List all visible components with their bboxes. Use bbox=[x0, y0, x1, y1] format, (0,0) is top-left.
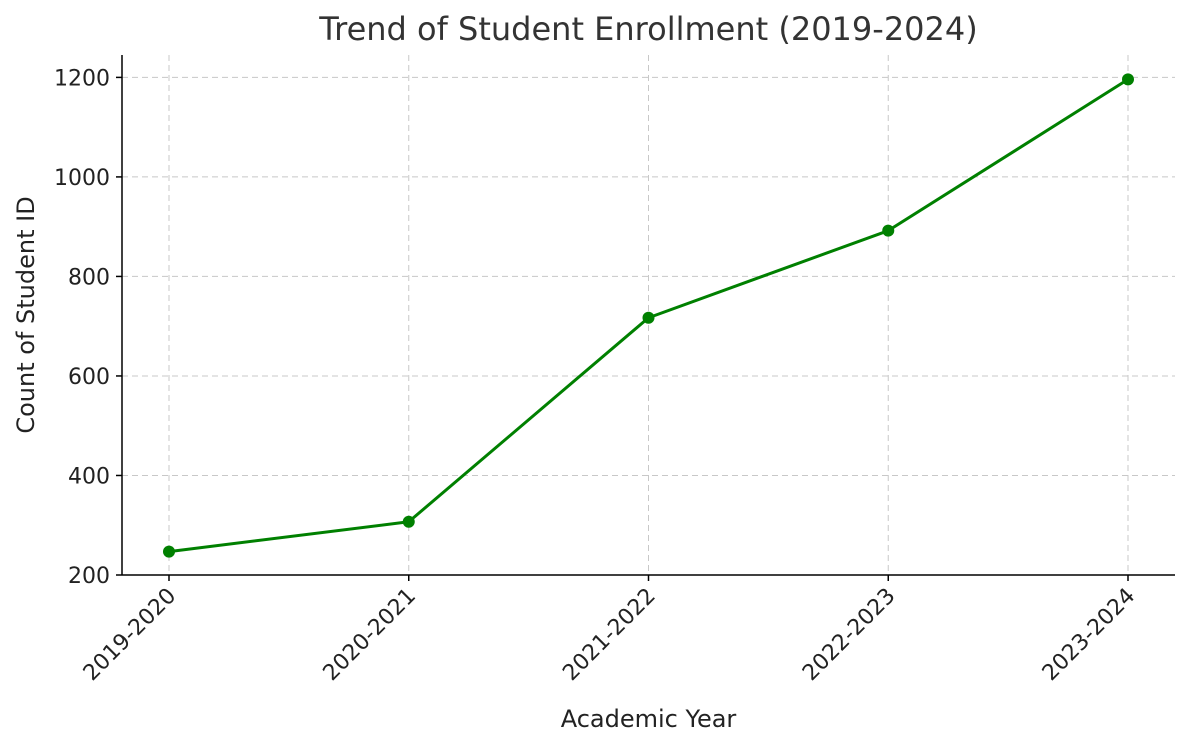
y-tick-label: 600 bbox=[68, 365, 110, 390]
y-axis-label: Count of Student ID bbox=[12, 196, 40, 433]
x-tick-label: 2022-2023 bbox=[798, 584, 900, 686]
data-point bbox=[642, 311, 655, 324]
data-point bbox=[1122, 73, 1134, 86]
series-group bbox=[163, 73, 1134, 558]
x-tick-label: 2021-2022 bbox=[558, 584, 660, 686]
y-tick-label: 1200 bbox=[54, 66, 110, 91]
x-tick-label: 2019-2020 bbox=[79, 584, 181, 686]
data-point bbox=[402, 515, 415, 528]
x-axis-ticks: 2019-2020 2020-2021 2021-2022 2022-2023 2023… bbox=[79, 575, 1140, 686]
y-tick-label: 800 bbox=[68, 265, 110, 290]
x-axis-label: Academic Year bbox=[561, 705, 737, 733]
y-tick-label: 400 bbox=[68, 464, 110, 489]
x-tick-label: 2020-2021 bbox=[319, 584, 421, 686]
data-point bbox=[163, 545, 175, 558]
x-tick-label: 2023-2024 bbox=[1038, 584, 1140, 686]
data-point bbox=[882, 224, 895, 237]
chart-title: Trend of Student Enrollment (2019-2024) bbox=[318, 10, 977, 48]
y-tick-label: 200 bbox=[68, 564, 110, 589]
y-axis-ticks: 200 400 600 800 1000 1200 bbox=[54, 66, 122, 589]
y-tick-label: 1000 bbox=[54, 166, 110, 191]
